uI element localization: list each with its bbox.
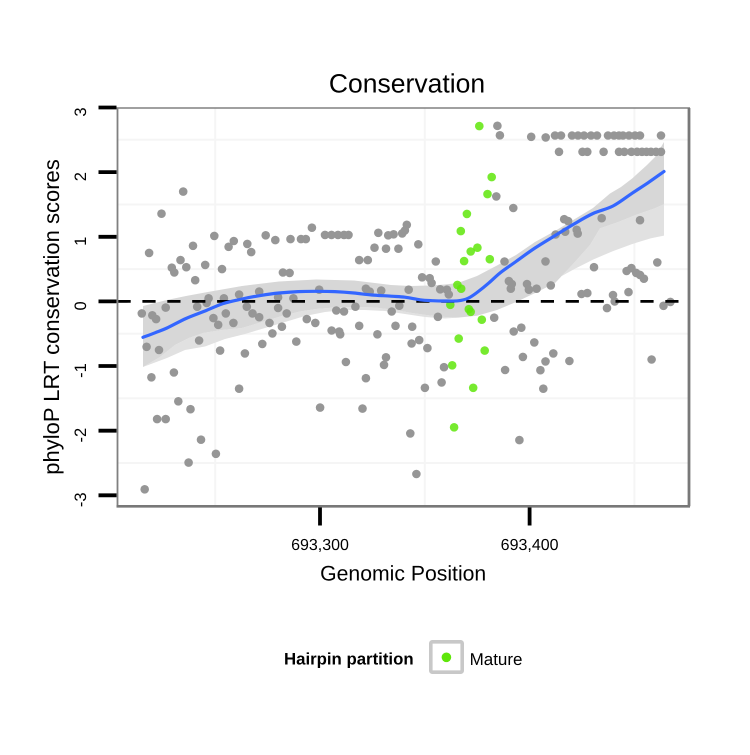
svg-text:-2: -2	[72, 428, 90, 443]
svg-text:0: 0	[72, 301, 90, 310]
svg-text:Genomic Position: Genomic Position	[320, 563, 486, 586]
svg-text:Conservation: Conservation	[329, 69, 485, 99]
svg-text:Mature: Mature	[470, 650, 523, 669]
svg-text:693,300: 693,300	[291, 537, 349, 554]
svg-text:-1: -1	[72, 363, 90, 378]
svg-text:2: 2	[72, 172, 90, 181]
svg-text:-3: -3	[72, 492, 90, 507]
svg-text:1: 1	[72, 237, 90, 246]
svg-text:3: 3	[72, 107, 90, 116]
svg-text:Hairpin partition: Hairpin partition	[284, 650, 414, 669]
svg-text:693,400: 693,400	[501, 537, 559, 554]
svg-text:phyloP LRT conservation scores: phyloP LRT conservation scores	[39, 159, 64, 475]
